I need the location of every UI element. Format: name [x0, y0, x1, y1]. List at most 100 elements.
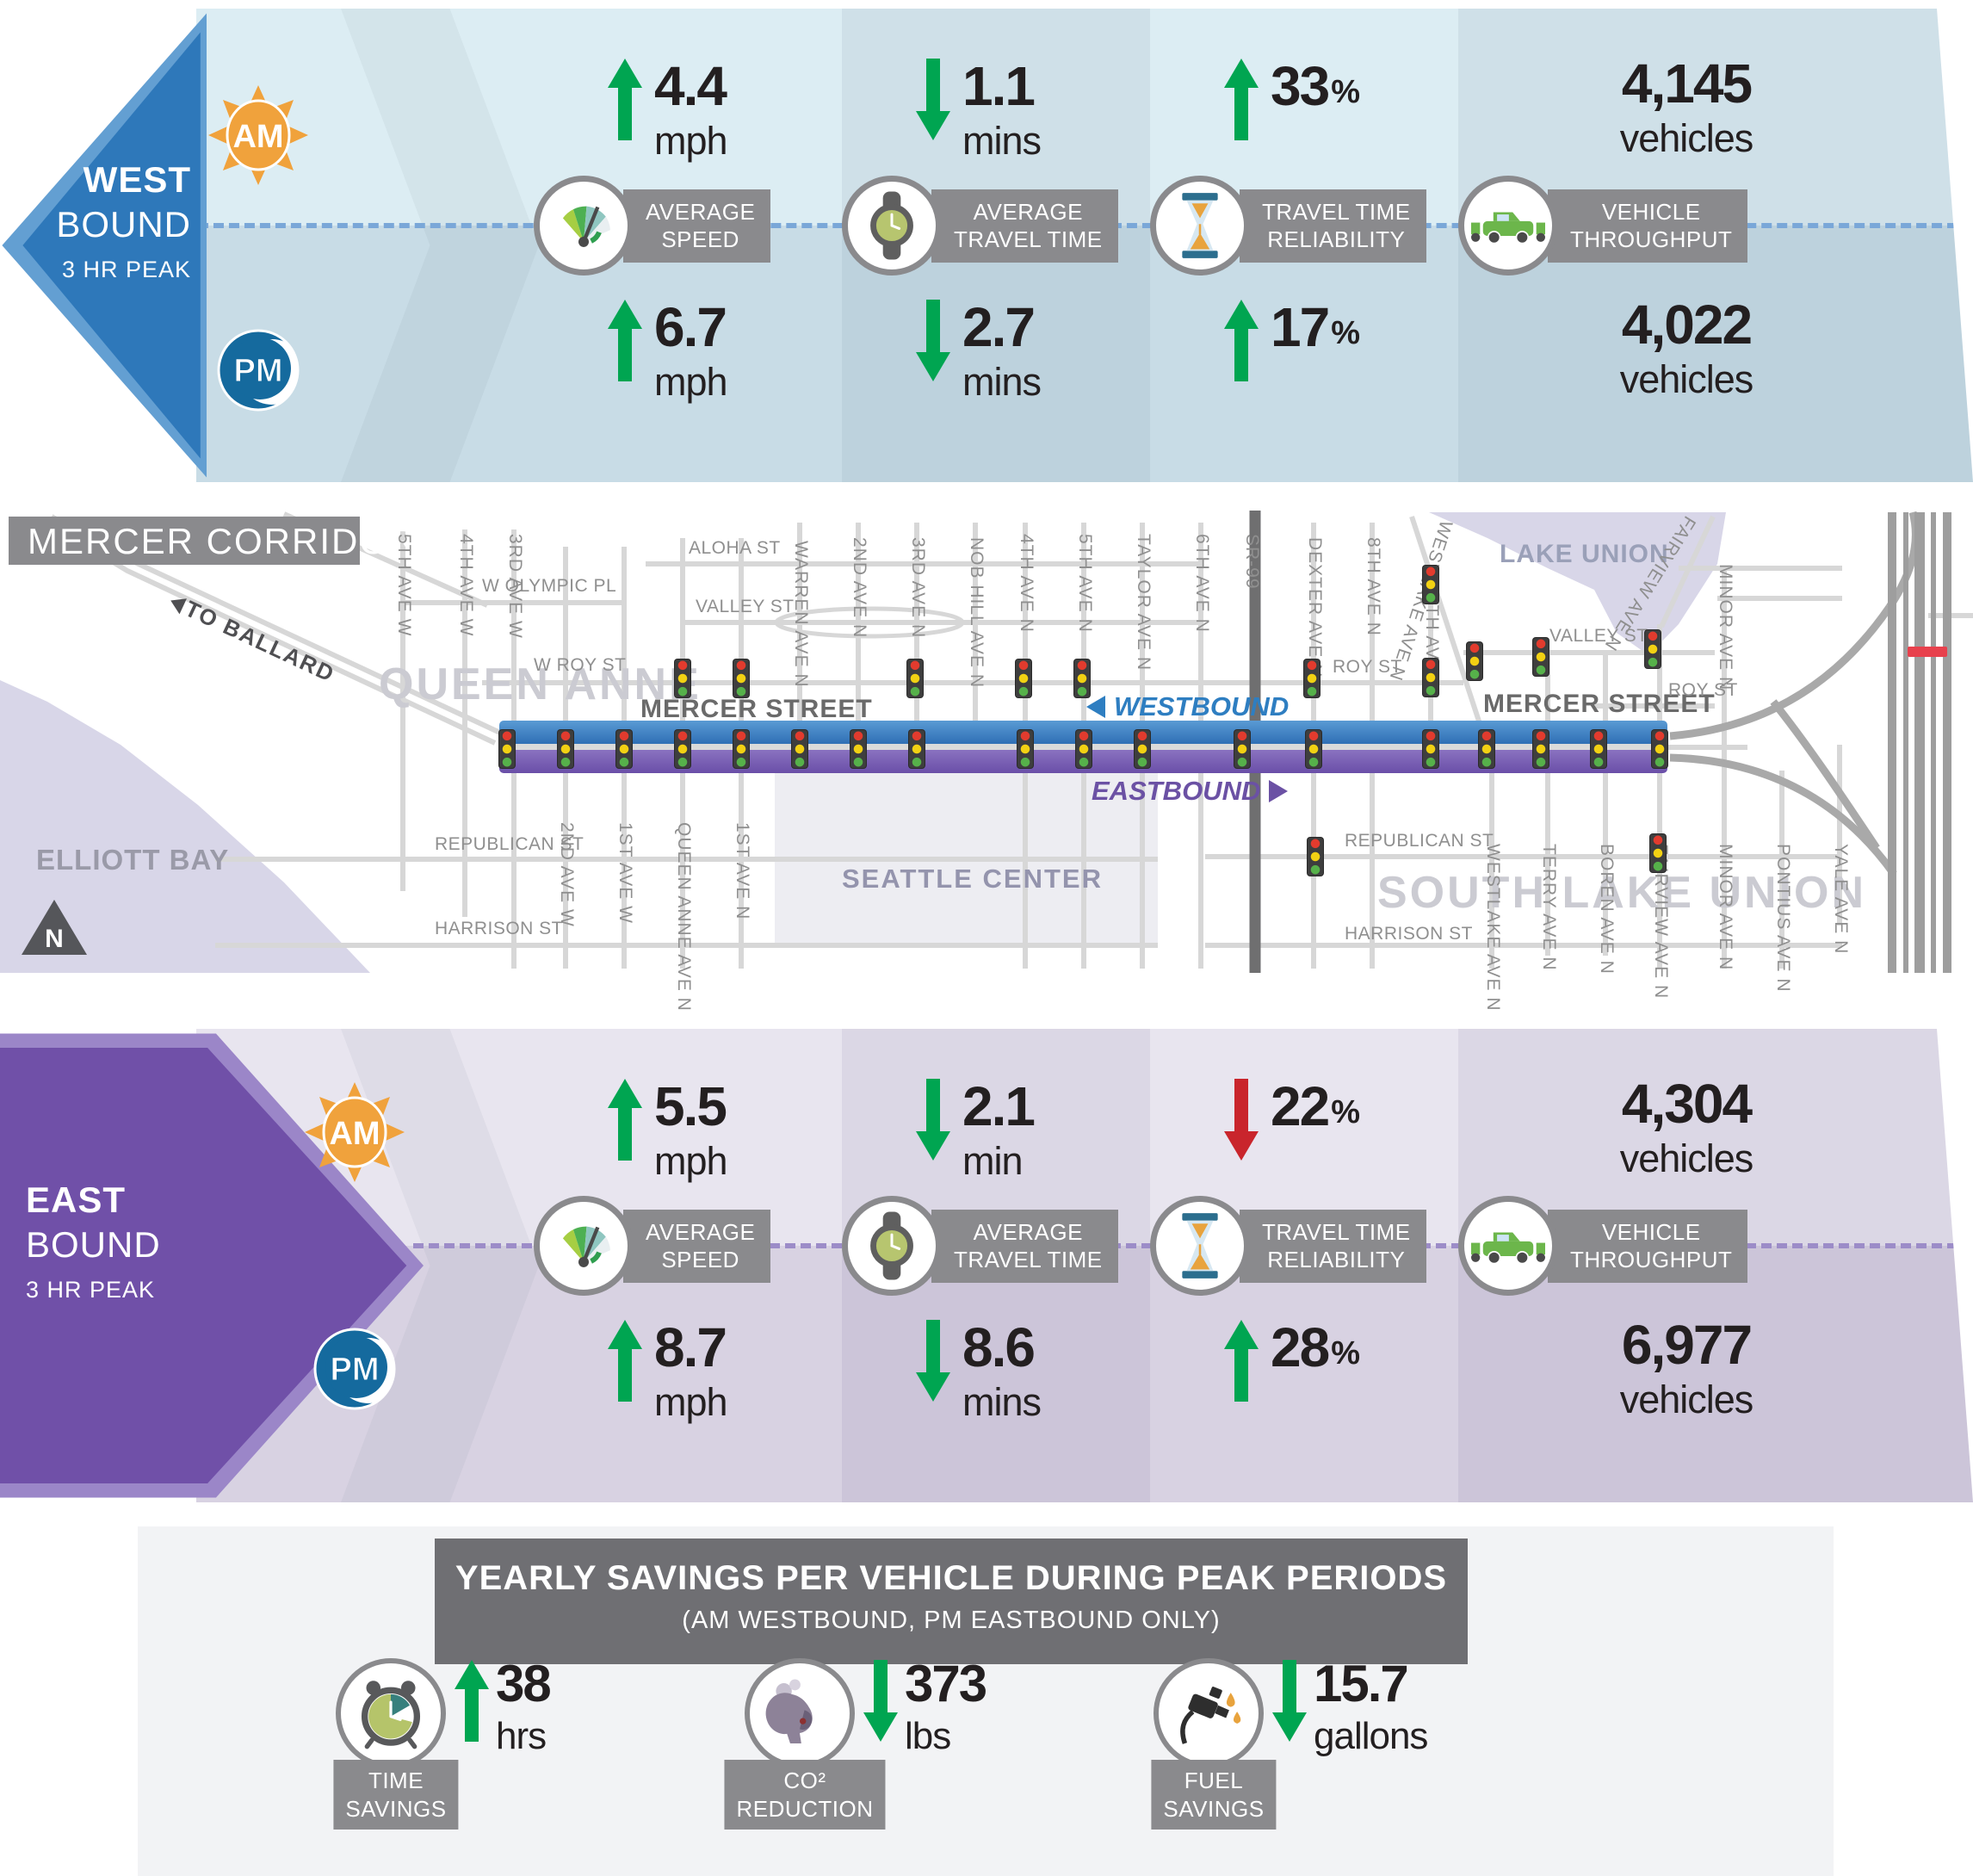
eb-pm-reliability-stat: 28% — [1224, 1320, 1360, 1402]
south-lake-union-label: SOUTH LAKE UNION — [1377, 868, 1866, 918]
savings-header: YEARLY SAVINGS PER VEHICLE DURING PEAK P… — [435, 1539, 1468, 1664]
street-label: 4TH AVE N — [1017, 534, 1036, 633]
band-column — [534, 9, 842, 482]
eb-am-speed-stat: 5.5 mph — [608, 1079, 728, 1180]
pm-text: PM — [234, 353, 283, 389]
traffic-signal-icon — [1651, 729, 1668, 769]
traffic-signal-icon — [850, 729, 867, 769]
street-label: 8TH AVE N — [1364, 537, 1383, 636]
traffic-signal-icon — [557, 729, 574, 769]
traffic-signal-icon — [1234, 729, 1251, 769]
badge-label-line1: AVERAGE — [973, 198, 1083, 225]
direction-word-2: BOUND — [26, 1224, 161, 1265]
peak-label: 3 HR PEAK — [61, 257, 191, 282]
right-arrowhead-icon — [1269, 780, 1289, 802]
traffic-signal-icon — [1307, 837, 1324, 876]
vehicle-throughput-badge: VEHICLE THROUGHPUT — [1458, 1196, 1748, 1296]
down-arrow-icon — [916, 1320, 950, 1402]
average-travel-time-badge: AVERAGE TRAVEL TIME — [842, 1196, 1118, 1296]
am-text: AM — [329, 1116, 380, 1152]
traffic-signal-icon — [1134, 729, 1151, 769]
time-savings-label: TIME SAVINGS — [333, 1760, 459, 1830]
direction-word: WEST — [83, 159, 191, 200]
time-savings-item: TIME SAVINGS 38 hrs — [333, 1658, 552, 1830]
eastbound-peak-band: EAST BOUND 3 HR PEAK AM PM 5.5 mph — [0, 1029, 1973, 1502]
eb-am-travel-stat: 2.1 min — [916, 1079, 1036, 1180]
badge-label-line1: VEHICLE — [1601, 1218, 1701, 1245]
street-label: PONTIUS AVE N — [1773, 844, 1793, 993]
average-speed-badge: AVERAGE SPEED — [534, 176, 771, 276]
traffic-signal-icon — [1532, 637, 1549, 677]
traffic-signal-icon — [1422, 565, 1439, 604]
traffic-signal-icon — [1015, 659, 1032, 698]
street-label: YALE AVE N — [1831, 844, 1851, 955]
traffic-signal-icon — [1075, 729, 1092, 769]
badge-label-line2: RELIABILITY — [1267, 226, 1406, 252]
band-column — [196, 9, 534, 482]
street-label: DEXTER AVE N — [1305, 537, 1325, 678]
lake-union-label: LAKE UNION — [1500, 540, 1669, 568]
am-sun-icon: AM — [303, 1080, 406, 1184]
mercer-corridor-map: MERCER CORRIDOR QUEEN ANNE SOUTH LAKE UN… — [0, 486, 1973, 1012]
street-label: TAYLOR AVE N — [1134, 534, 1153, 672]
down-arrow-icon — [1224, 1079, 1259, 1161]
down-arrow-icon — [916, 59, 950, 140]
travel-time-reliability-badge: TRAVEL TIME RELIABILITY — [1150, 176, 1426, 276]
street-label: MINOR AVE N — [1716, 564, 1735, 691]
traffic-signal-icon — [1422, 729, 1439, 769]
eastbound-direction-label: EASTBOUND — [1092, 776, 1289, 807]
street-label: ALOHA ST — [689, 538, 781, 558]
street-label: ROY ST — [1668, 680, 1738, 700]
eb-pm-speed-stat: 8.7 mph — [608, 1320, 728, 1421]
average-travel-time-badge: AVERAGE TRAVEL TIME — [842, 176, 1118, 276]
traffic-signal-icon — [908, 729, 925, 769]
elliott-bay-label: ELLIOTT BAY — [36, 844, 230, 876]
pm-moon-icon: PM — [207, 319, 310, 422]
up-arrow-icon — [608, 300, 642, 381]
traffic-signal-icon — [1305, 729, 1322, 769]
traffic-signal-icon — [733, 659, 750, 698]
down-arrow-icon — [1272, 1660, 1307, 1742]
traffic-signal-icon — [498, 729, 516, 769]
up-arrow-icon — [608, 1320, 642, 1402]
traffic-signal-icon — [1073, 659, 1091, 698]
down-arrow-icon — [863, 1660, 898, 1742]
traffic-signal-icon — [1644, 629, 1661, 669]
street-label: 1ST AVE W — [615, 822, 635, 924]
queen-anne-label: QUEEN ANNE — [379, 659, 702, 709]
wb-am-throughput-stat: 4,145 vehicles — [1619, 53, 1754, 160]
badge-label-line1: VEHICLE — [1601, 198, 1701, 225]
fuel-savings-item: FUEL SAVINGS 15.7 gallons — [1151, 1658, 1428, 1830]
car-icon — [1458, 176, 1558, 276]
badge-label-line1: TRAVEL TIME — [1262, 198, 1411, 225]
street-label: VALLEY ST — [1549, 626, 1648, 646]
up-arrow-icon — [608, 59, 642, 140]
westbound-peak-band: WEST BOUND 3 HR PEAK AM PM 4.4 mph — [0, 9, 1973, 482]
street-label: 5TH AVE N — [1075, 534, 1095, 633]
street-label: 5TH AVE W — [394, 534, 414, 637]
street-label: QUEEN ANNE AVE N — [674, 822, 694, 1012]
street-label: ROY ST — [1333, 657, 1402, 677]
street-label: 2ND AVE W — [557, 822, 577, 927]
street-label: 2ND AVE N — [850, 537, 869, 639]
up-arrow-icon — [1224, 1320, 1259, 1402]
savings-subtitle: (AM WESTBOUND, PM EASTBOUND ONLY) — [682, 1607, 1221, 1634]
westbound-direction-arrow: WEST BOUND 3 HR PEAK — [0, 9, 207, 482]
watch-icon — [842, 1196, 942, 1296]
wb-am-speed-stat: 4.4 mph — [608, 59, 728, 160]
traffic-signal-icon — [1590, 729, 1607, 769]
band-column — [1458, 9, 1973, 482]
mercer-street-label: MERCER STREET — [640, 695, 873, 723]
street-label: 4TH AVE W — [456, 534, 476, 637]
alarm-clock-icon: TIME SAVINGS — [333, 1658, 459, 1830]
eb-pm-travel-stat: 8.6 mins — [916, 1320, 1042, 1421]
badge-label-line2: THROUGHPUT — [1570, 226, 1733, 252]
badge-label-line2: TRAVEL TIME — [954, 1247, 1103, 1272]
traffic-signal-icon — [1478, 729, 1495, 769]
eb-am-reliability-stat: 22% — [1224, 1079, 1360, 1161]
co2-exhaust-icon: CO² REDUCTION — [724, 1658, 886, 1830]
up-arrow-icon — [455, 1660, 489, 1742]
eb-pm-throughput-stat: 6,977 vehicles — [1619, 1314, 1754, 1421]
street-label: HARRISON ST — [435, 919, 564, 938]
left-arrowhead-icon — [1086, 696, 1105, 718]
